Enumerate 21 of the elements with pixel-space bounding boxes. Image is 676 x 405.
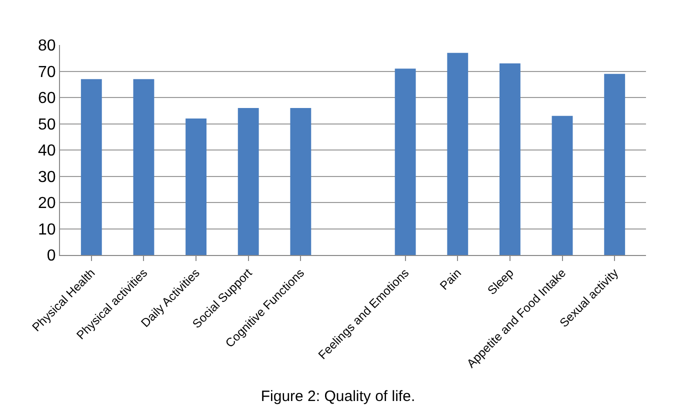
bar xyxy=(186,118,206,255)
bar xyxy=(290,108,312,255)
bar xyxy=(80,79,102,255)
bar xyxy=(604,74,626,255)
bar xyxy=(133,79,154,255)
bar xyxy=(238,108,259,255)
x-tick-label: Pain xyxy=(437,266,464,293)
bar xyxy=(552,116,573,255)
bar xyxy=(500,63,520,255)
text: Figure 2: Quality of life. xyxy=(260,388,416,405)
y-tick-label: 50 xyxy=(38,116,56,134)
bar xyxy=(447,52,468,255)
y-tick-label: 70 xyxy=(38,64,56,81)
y-tick-label: 0 xyxy=(46,248,56,265)
y-tick-label: 60 xyxy=(38,90,56,108)
y-tick-label: 10 xyxy=(38,221,56,238)
y-tick-label: 30 xyxy=(38,168,56,186)
y-tick-label: 40 xyxy=(38,142,56,160)
y-tick-label: 80 xyxy=(38,38,56,55)
bar xyxy=(394,68,416,255)
y-tick-label: 20 xyxy=(38,195,56,212)
